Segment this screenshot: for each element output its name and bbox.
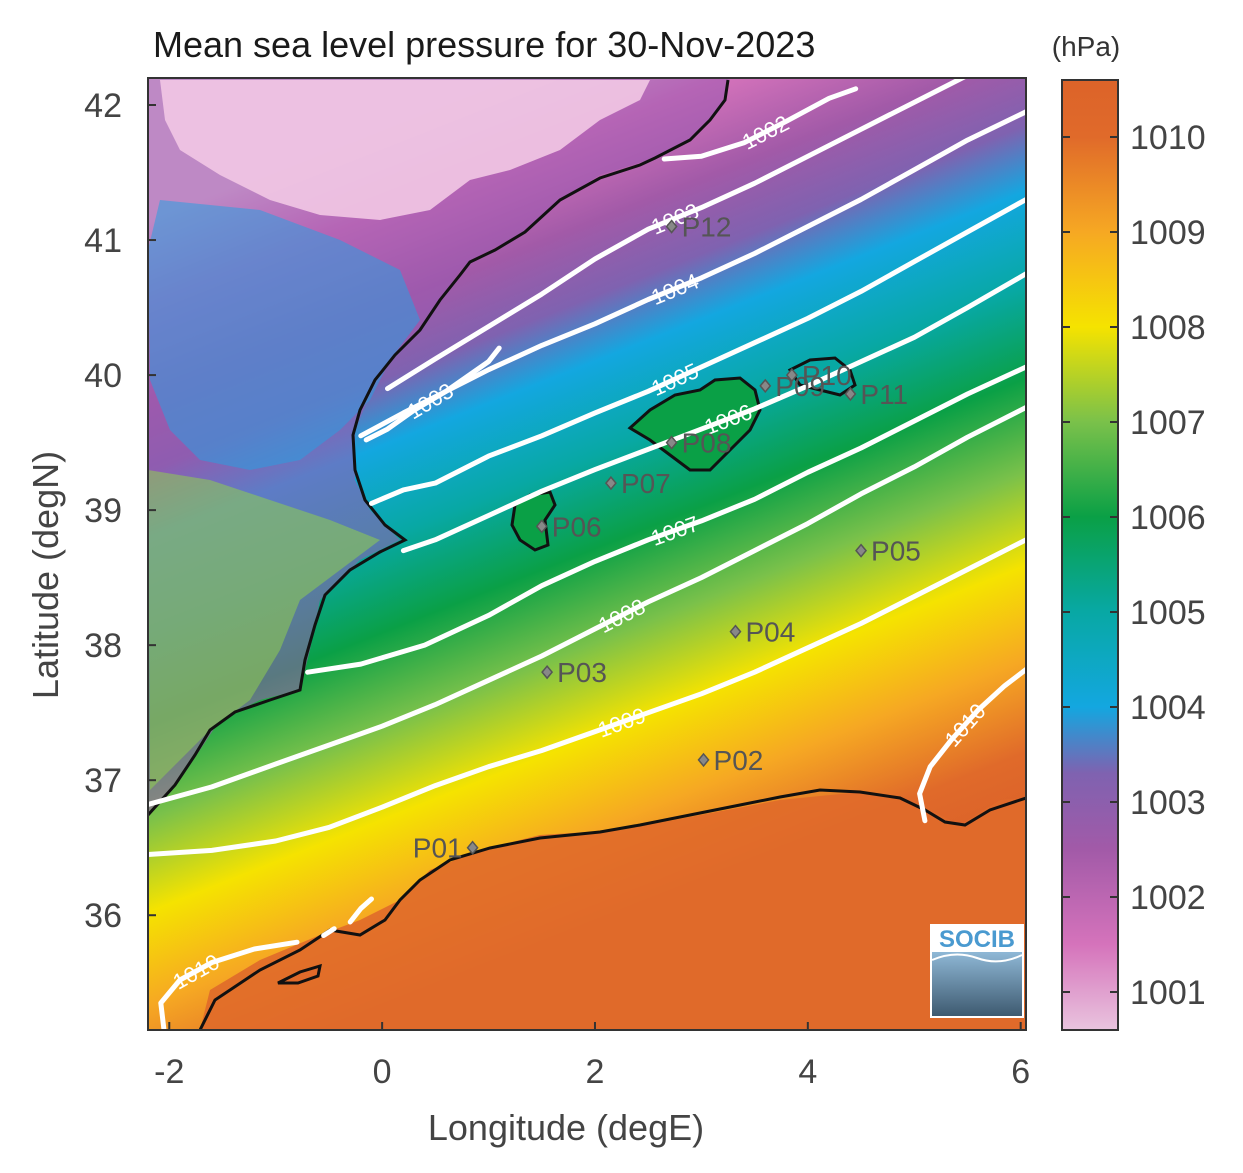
contour-line [917, 667, 1026, 824]
station-label: P11 [860, 379, 908, 410]
north-africa-land [200, 792, 1026, 1030]
y-axis: 36 37 38 39 40 41 42 [84, 87, 156, 935]
plot-frame [147, 77, 1027, 1031]
y-tick-label: 38 [84, 627, 122, 665]
mallorca-island [627, 376, 762, 472]
y-tick-label: 39 [84, 492, 122, 530]
y-tick-label: 36 [84, 897, 122, 935]
colorbar-ticks: 1001 1002 1003 1004 1005 1006 1007 1008 1009 1010 [1062, 119, 1206, 1012]
colorbar-tick-label: 1001 [1130, 974, 1206, 1012]
iberia-highland [160, 80, 650, 220]
coastline-iberia [148, 79, 730, 817]
contour-line [661, 86, 859, 162]
colorbar: (hPa) 1001100210031004100510061007100810… [1052, 31, 1206, 1031]
y-tick-label: 42 [84, 87, 122, 125]
y-tick-label: 40 [84, 357, 122, 395]
station-label: P04 [745, 617, 795, 648]
contour-line [148, 537, 1026, 857]
station-marker [665, 435, 678, 450]
x-tick-label: 0 [373, 1053, 392, 1091]
station-marker [759, 378, 772, 394]
station-label: P07 [621, 468, 671, 499]
station-marker [541, 664, 554, 680]
station-marker [466, 840, 479, 855]
colorbar-tick-label: 1010 [1130, 119, 1206, 157]
station-label: P03 [557, 657, 607, 688]
station-marker [785, 367, 798, 383]
colorbar-tick-label: 1004 [1130, 689, 1206, 727]
x-axis: -2 0 2 4 6 [154, 1022, 1030, 1091]
contour-line [385, 78, 968, 392]
station-label: P06 [552, 511, 602, 542]
socib-logo: SOCIB [930, 924, 1024, 1018]
station-label: P09 [775, 371, 825, 402]
coastline-alboran [277, 963, 322, 985]
colorbar-tick-label: 1005 [1130, 594, 1206, 632]
station-label: P01 [413, 833, 463, 864]
y-tick-label: 41 [84, 222, 122, 260]
colorbar-tick-label: 1008 [1130, 309, 1206, 347]
x-tick-label: 2 [586, 1053, 605, 1091]
station-marker [535, 519, 548, 534]
contour-line [148, 405, 1026, 807]
x-tick-label: 6 [1011, 1053, 1030, 1091]
contour-line [321, 926, 337, 938]
contour-line [305, 364, 1026, 675]
station-label: P08 [682, 428, 732, 459]
station-label: P05 [871, 536, 921, 567]
map-panel: 1002100310031004100510061007100810091010… [147, 77, 1027, 1031]
station-label: P02 [714, 745, 764, 776]
logo-wave [932, 952, 1022, 1016]
colorbar-unit: (hPa) [1052, 31, 1120, 62]
station-label: P10 [802, 360, 852, 391]
station-marker [604, 475, 617, 491]
station-marker [855, 543, 868, 558]
colorbar-bar [1061, 79, 1119, 1031]
x-tick-label: -2 [154, 1053, 184, 1091]
x-tick-label: 4 [798, 1053, 817, 1091]
contour-line [158, 939, 300, 1030]
contour-line [347, 896, 374, 925]
iberia-plateau [148, 200, 420, 470]
station-label: P12 [682, 212, 732, 243]
colorbar-tick-label: 1006 [1130, 499, 1206, 537]
station-marker [665, 219, 678, 234]
logo-wave-line [931, 953, 1023, 963]
station-marker [729, 624, 742, 639]
chart-title: Mean sea level pressure for 30-Nov-2023 [153, 24, 815, 65]
colorbar-tick-label: 1003 [1130, 784, 1206, 822]
colorbar-tick-label: 1007 [1130, 404, 1206, 442]
station-marker [844, 386, 857, 402]
colorbar-tick-label: 1009 [1130, 214, 1206, 252]
x-axis-label: Longitude (degE) [428, 1107, 704, 1148]
contour-line [358, 109, 1026, 439]
logo-text: SOCIB [939, 926, 1015, 953]
contour-line [369, 197, 1026, 506]
y-axis-label: Latitude (degN) [25, 451, 66, 699]
iberia-green-area [148, 470, 380, 790]
contour-line [400, 271, 1026, 554]
station-marker [697, 752, 710, 768]
colorbar-tick-label: 1002 [1130, 879, 1206, 917]
y-tick-label: 37 [84, 762, 122, 800]
